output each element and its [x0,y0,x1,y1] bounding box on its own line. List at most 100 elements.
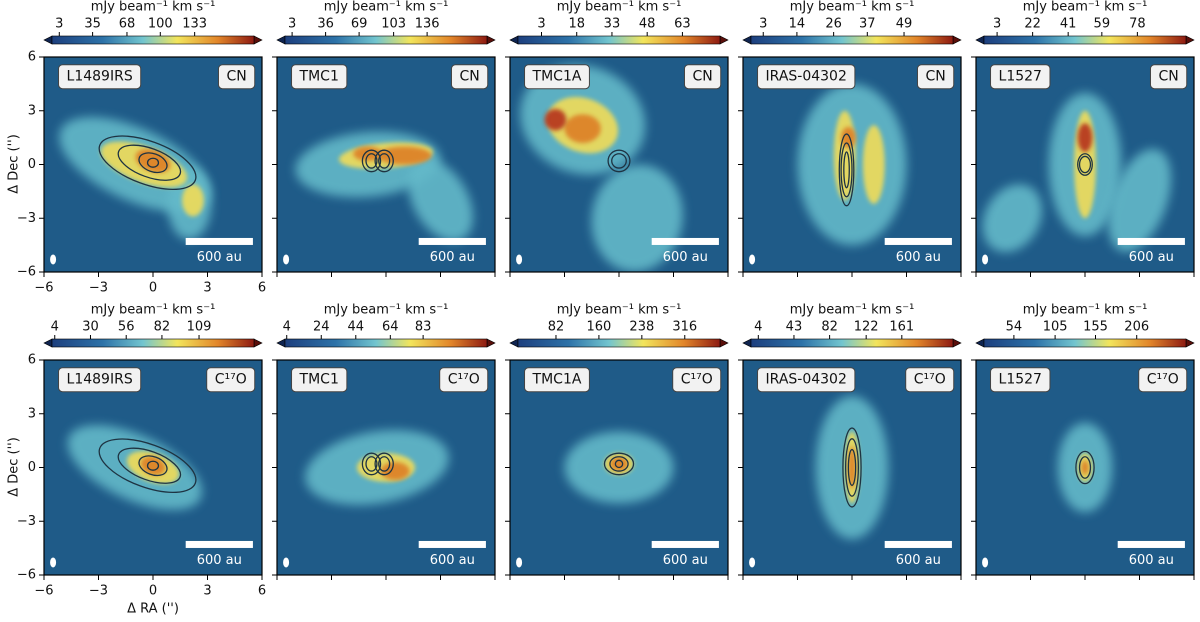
panel: 600 au TMC1 CN 3 36 69 103 136 mJy beam⁻¹ km s⁻¹ [272,0,496,277]
scale-bar [185,237,253,245]
scale-bar [418,540,486,548]
scale-bar [651,540,719,548]
contour [611,153,627,169]
source-label: TMC1 [299,372,339,388]
colorbar-tick-label: 35 [84,17,101,32]
y-tick-label: −6 [17,568,36,583]
scale-bar-label: 600 au [896,250,941,265]
emission [609,456,629,472]
colorbar-arrow [486,35,496,45]
colorbar [750,35,954,45]
colorbar-arrow [1185,35,1195,45]
contour [609,456,629,472]
colorbar-tick-label: 238 [629,320,654,335]
colorbar-label: mJy beam⁻¹ km s⁻¹ [1023,303,1148,318]
colorbar-tick-label: 37 [859,17,876,32]
colorbar-arrow [276,35,286,45]
colorbar-arrow [253,338,263,348]
colorbar-arrow [975,338,985,348]
x-tick-label: −3 [89,584,108,599]
contour [1078,155,1092,174]
contour [138,455,168,477]
colorbar [284,35,488,45]
colorbar-arrow [742,338,752,348]
colorbar-tick-label: 44 [348,320,365,335]
emission [564,114,601,143]
contour [361,149,382,173]
x-tick-label: 6 [258,584,266,599]
map-image [743,360,961,575]
scale-bar-label: 600 au [1129,553,1174,568]
y-tick-label: 3 [28,103,36,118]
x-tick-label: 3 [203,584,211,599]
colorbar-tick-label: 33 [604,17,621,32]
source-label-box [757,367,856,393]
beam [982,557,989,568]
emission [182,184,204,217]
contour [365,153,378,169]
y-tick-label: −3 [17,514,36,529]
colorbar-tick-label: 136 [415,17,440,32]
colorbar-tick-label: 4 [754,320,762,335]
colorbar-tick-label: 3 [993,17,1001,32]
contour [361,452,382,476]
beam [50,254,57,265]
colorbar-tick-label: 109 [187,320,212,335]
contour [117,144,182,181]
scale-bar [884,540,952,548]
scale-bar-label: 600 au [197,250,242,265]
source-label: L1489IRS [67,69,133,85]
colorbar-tick-label: 122 [854,320,879,335]
map-image [510,360,728,575]
colorbar-label: mJy beam⁻¹ km s⁻¹ [324,303,449,318]
contour [146,460,160,471]
map-image [976,57,1194,272]
colorbar-tick-label: 160 [586,320,611,335]
contour [844,438,860,497]
colorbar-label: mJy beam⁻¹ km s⁻¹ [790,303,915,318]
contour [843,151,850,189]
colorbar-label: mJy beam⁻¹ km s⁻¹ [324,0,449,15]
colorbar-arrow [253,35,263,45]
panel: 600 au TMC1 C¹⁷O 4 24 44 64 83 mJy beam⁻¹ km s⁻¹ [272,303,496,580]
contour [374,149,394,173]
scale-bar-label: 600 au [430,553,475,568]
y-tick-label: −3 [17,211,36,226]
contour [378,153,391,169]
line-label-box [916,64,955,90]
emission [1081,460,1089,475]
source-label-box [291,64,348,90]
source-label: IRAS-04302 [766,69,847,85]
colorbar [51,338,255,348]
map-image [277,57,495,272]
line-label: C¹⁷O [914,372,946,388]
colorbar-tick-label: 68 [119,17,136,32]
x-tick-label: 0 [149,281,157,296]
panel: 600 au L1527 CN 3 22 41 59 78 mJy beam⁻¹ km s⁻¹ [971,0,1195,277]
colorbar-tick-label: 49 [896,17,913,32]
source-label: TMC1A [532,69,582,85]
source-label: IRAS-04302 [766,372,847,388]
map-image [743,57,961,272]
colorbar-arrow [1185,338,1195,348]
beam [749,557,756,568]
source-label-box [524,367,590,393]
colorbar-tick-label: 82 [154,320,171,335]
contour [1078,456,1092,479]
colorbar-tick-label: 18 [568,17,585,32]
line-label: C¹⁷O [448,372,480,388]
source-label-box [524,64,590,90]
colorbar-tick-label: 155 [1083,320,1108,335]
colorbar-label: mJy beam⁻¹ km s⁻¹ [557,303,682,318]
colorbar-tick-label: 100 [148,17,173,32]
colorbar-arrow [486,338,496,348]
scale-bar [185,540,253,548]
colorbar-tick-label: 206 [1124,320,1149,335]
contour [365,456,378,472]
colorbar-tick-label: 161 [889,320,914,335]
line-label: CN [692,69,712,85]
source-label-box [58,367,142,393]
colorbar-tick-label: 3 [759,17,767,32]
scale-bar-label: 600 au [663,250,708,265]
